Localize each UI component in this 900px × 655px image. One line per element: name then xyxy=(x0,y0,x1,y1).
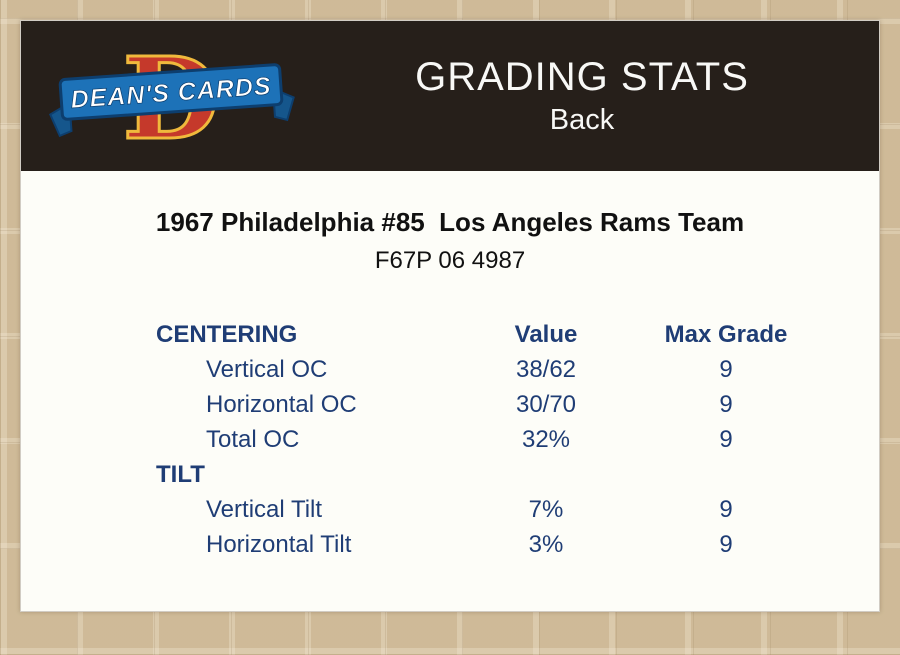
table-section-row: TILT xyxy=(156,457,879,492)
column-header-value: Value xyxy=(514,321,578,348)
empty-cell xyxy=(456,457,636,492)
page-subtitle: Back xyxy=(549,104,615,136)
row-max-grade: 9 xyxy=(719,426,733,453)
row-max-grade: 9 xyxy=(719,531,733,558)
row-value: 38/62 xyxy=(515,356,577,383)
row-label: Total OC xyxy=(206,426,300,453)
section-header-centering: CENTERING xyxy=(156,321,298,348)
card-title: 1967 Philadelphia #85 Los Angeles Rams T… xyxy=(155,207,745,237)
logo-ribbon: DEAN'S CARDS xyxy=(48,63,295,138)
card-serial-number: F67P 06 4987 xyxy=(374,247,526,274)
deans-cards-logo: D DEAN'S CARDS xyxy=(21,21,321,171)
row-label: Vertical Tilt xyxy=(206,496,323,523)
row-label: Horizontal OC xyxy=(206,391,357,418)
table-header-row: CENTERING Value Max Grade xyxy=(156,317,879,352)
row-label: Horizontal Tilt xyxy=(206,531,352,558)
row-value: 7% xyxy=(528,496,564,523)
row-max-grade: 9 xyxy=(719,391,733,418)
header-titles: GRADING STATS Back xyxy=(321,55,879,137)
row-value: 30/70 xyxy=(515,391,577,418)
row-max-grade: 9 xyxy=(719,356,733,383)
table-row: Horizontal Tilt 3% 9 xyxy=(156,527,879,562)
table-row: Vertical OC 38/62 9 xyxy=(156,352,879,387)
table-row: Horizontal OC 30/70 9 xyxy=(156,387,879,422)
row-max-grade: 9 xyxy=(719,496,733,523)
row-value: 3% xyxy=(528,531,564,558)
table-row: Total OC 32% 9 xyxy=(156,422,879,457)
page-title: GRADING STATS xyxy=(415,55,749,99)
deans-cards-logo-graphic: D DEAN'S CARDS xyxy=(48,36,295,156)
section-header-tilt: TILT xyxy=(156,461,205,488)
empty-cell xyxy=(636,457,816,492)
card-content: 1967 Philadelphia #85 Los Angeles Rams T… xyxy=(21,171,879,562)
grading-stats-table: CENTERING Value Max Grade Vertical OC 38… xyxy=(156,317,879,562)
header-bar: D DEAN'S CARDS GRADING STATS Back xyxy=(21,21,879,171)
table-row: Vertical Tilt 7% 9 xyxy=(156,492,879,527)
row-value: 32% xyxy=(521,426,571,453)
column-header-max-grade: Max Grade xyxy=(664,321,788,348)
grading-card: D DEAN'S CARDS GRADING STATS Back 1967 P… xyxy=(20,20,880,612)
row-label: Vertical OC xyxy=(206,356,328,383)
